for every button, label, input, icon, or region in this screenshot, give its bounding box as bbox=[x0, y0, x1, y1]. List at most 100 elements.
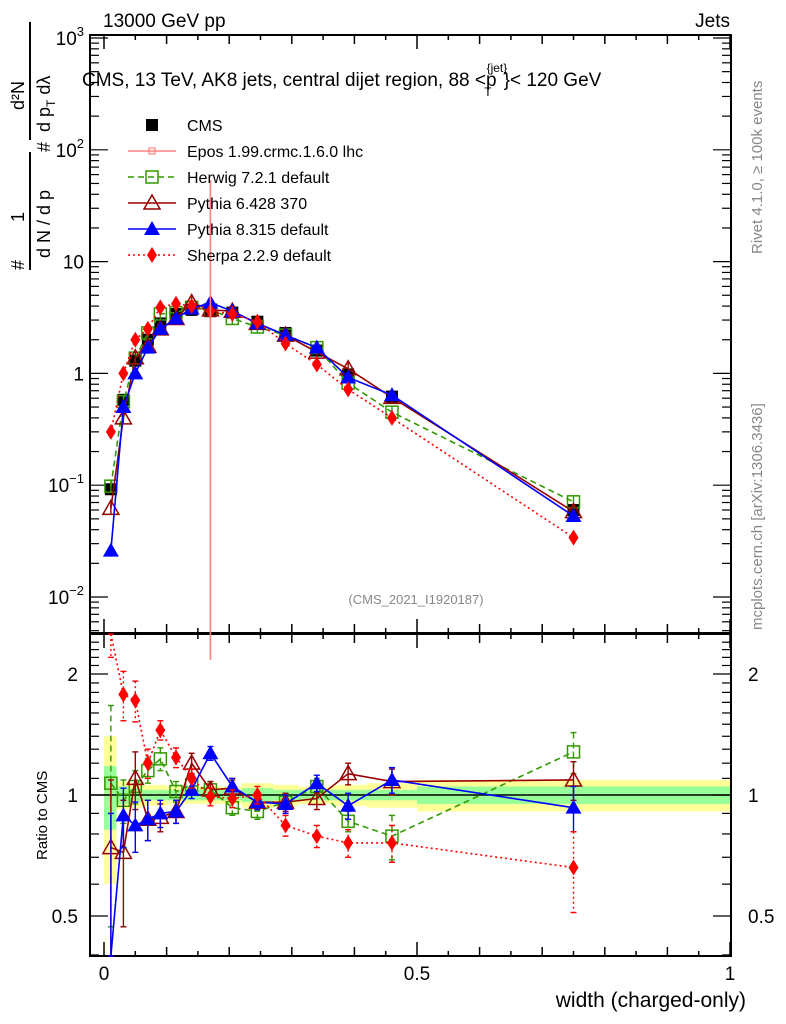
data-point bbox=[118, 365, 129, 382]
ylabel-hash-inner: # bbox=[34, 142, 54, 152]
legend-item: Sherpa 2.2.9 default bbox=[128, 247, 332, 265]
series-cms bbox=[104, 303, 580, 517]
data-point bbox=[139, 339, 156, 354]
legend-item: Pythia 6.428 370 bbox=[128, 193, 307, 213]
y-tick-label: 1 bbox=[73, 364, 84, 385]
analysis-watermark: (CMS_2021_I1920187) bbox=[348, 592, 483, 607]
ratio-point bbox=[252, 787, 263, 803]
ratio-point bbox=[307, 789, 327, 806]
ylabel-hash-outer: # bbox=[8, 260, 28, 270]
side-text-mcplots: mcplots.cern.ch [arXiv:1306.3436] bbox=[749, 403, 766, 630]
header-right: Jets bbox=[695, 11, 730, 32]
data-point bbox=[186, 298, 197, 315]
ratio-point bbox=[202, 745, 219, 760]
data-point bbox=[343, 381, 354, 398]
y-tick-label: 10−1 bbox=[48, 471, 84, 497]
ratio-point bbox=[115, 807, 132, 822]
ratio-point bbox=[565, 799, 582, 814]
axis-ticks bbox=[90, 35, 731, 956]
ratio-point bbox=[227, 790, 238, 807]
ratio-point bbox=[167, 803, 184, 818]
series-line bbox=[110, 302, 574, 539]
y-tick-label: 103 bbox=[56, 24, 84, 50]
ratio-point bbox=[139, 811, 156, 826]
chart-title: CMS, 13 TeV, AK8 jets, central dijet reg… bbox=[82, 61, 602, 99]
x-tick-label: 0.5 bbox=[404, 964, 430, 985]
data-point bbox=[105, 423, 116, 440]
ratio-point bbox=[127, 817, 144, 832]
ratio-point bbox=[386, 834, 397, 851]
series-line bbox=[110, 301, 574, 513]
legend: CMS Epos 1.99.crmc.1.6.0 lhc Herwig 7.2.1 … bbox=[128, 118, 363, 265]
legend-label: CMS bbox=[187, 118, 223, 135]
legend-label: Epos 1.99.crmc.1.6.0 lhc bbox=[187, 144, 363, 161]
ratio-tick-label-right: 2 bbox=[748, 665, 759, 686]
data-point bbox=[340, 369, 357, 384]
ratio-point bbox=[186, 770, 197, 787]
ratio-point bbox=[118, 686, 129, 703]
x-tick-label: 0 bbox=[99, 964, 110, 985]
ratio-point bbox=[383, 771, 400, 786]
data-point bbox=[142, 320, 153, 337]
y-axis-label: # 1 d N / d p # d²N d pT dλ bbox=[8, 22, 58, 270]
ratio-point bbox=[126, 768, 145, 786]
data-point bbox=[280, 335, 291, 352]
legend-item: Epos 1.99.crmc.1.6.0 lhc bbox=[128, 144, 363, 161]
legend-item: Pythia 8.315 default bbox=[128, 221, 329, 239]
data-point bbox=[383, 387, 400, 402]
ratio-point bbox=[155, 722, 166, 739]
legend-marker bbox=[144, 221, 160, 235]
ratio-series-pythia bbox=[107, 745, 582, 957]
series-line bbox=[110, 306, 574, 503]
y-tick-label: 10 bbox=[63, 253, 84, 274]
data-point bbox=[114, 408, 133, 425]
ratio-point bbox=[308, 775, 325, 790]
data-point bbox=[127, 365, 144, 380]
ylabel-inner-den: d pT dλ bbox=[34, 76, 58, 132]
ratio-point bbox=[205, 788, 216, 805]
legend-item: Herwig 7.2.1 default bbox=[128, 170, 330, 187]
data-point bbox=[152, 320, 169, 335]
legend-label: Herwig 7.2.1 default bbox=[187, 170, 330, 187]
ratio-point bbox=[153, 752, 168, 766]
series-herwig bbox=[104, 300, 581, 509]
legend-label: Pythia 6.428 370 bbox=[187, 196, 307, 213]
ratio-point bbox=[340, 797, 357, 812]
x-tick-label: 1 bbox=[725, 964, 736, 985]
data-point bbox=[308, 339, 325, 354]
x-tick-labels: 0 0.5 1 bbox=[99, 964, 736, 985]
ratio-point bbox=[280, 817, 291, 834]
data-point bbox=[227, 305, 238, 322]
ratio-tick-label-right: 1 bbox=[748, 786, 759, 807]
series-line bbox=[110, 301, 574, 551]
data-point bbox=[386, 409, 397, 426]
series-pythia bbox=[101, 293, 583, 519]
side-text-rivet: Rivet 4.1.0, ≥ 100k events bbox=[749, 81, 766, 254]
legend-marker bbox=[142, 193, 162, 210]
ratio-line bbox=[110, 633, 574, 869]
data-point bbox=[155, 299, 166, 316]
data-point bbox=[252, 313, 263, 330]
y-tick-label: 102 bbox=[56, 136, 84, 162]
title-tail: }< 120 GeV bbox=[504, 70, 602, 91]
legend-marker bbox=[146, 119, 158, 131]
legend-label: Sherpa 2.2.9 default bbox=[187, 248, 332, 265]
ratio-point bbox=[568, 859, 579, 876]
main-panel-data bbox=[101, 180, 583, 660]
ratio-tick-label-left: 1 bbox=[67, 786, 78, 807]
series-pythia bbox=[102, 294, 582, 557]
ratio-point bbox=[152, 805, 169, 820]
title-main: CMS, 13 TeV, AK8 jets, central dijet reg… bbox=[82, 70, 497, 91]
ratio-point bbox=[130, 692, 141, 709]
data-point bbox=[130, 331, 141, 348]
legend-marker bbox=[145, 170, 159, 184]
series-sherpa bbox=[105, 295, 579, 546]
ratio-point bbox=[338, 764, 358, 781]
legend-marker bbox=[147, 247, 157, 263]
data-point bbox=[167, 310, 184, 325]
ylabel-inner-num: d²N bbox=[8, 81, 28, 110]
data-point bbox=[565, 508, 582, 523]
header-left: 13000 GeV pp bbox=[103, 11, 226, 32]
